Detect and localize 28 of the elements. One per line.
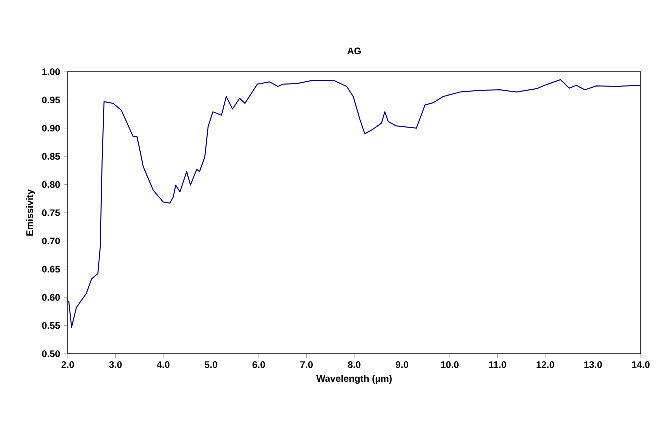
y-tick-label: 0.90 bbox=[42, 125, 60, 132]
x-tick-label: 12.0 bbox=[536, 362, 554, 368]
x-tick-label: 14.0 bbox=[632, 362, 650, 368]
y-tick-label: 0.85 bbox=[42, 153, 60, 160]
x-tick-label: 10.0 bbox=[441, 362, 459, 368]
x-tick-label: 9.0 bbox=[396, 362, 408, 368]
y-tick-label: 1.00 bbox=[42, 68, 60, 76]
y-tick-label: 0.70 bbox=[42, 238, 60, 245]
y-tick-label: 0.95 bbox=[42, 96, 60, 104]
y-tick-label: 0.50 bbox=[42, 350, 60, 358]
x-tick-label: 2.0 bbox=[62, 362, 74, 368]
x-tick-label: 11.0 bbox=[489, 362, 506, 368]
x-tick-label: 7.0 bbox=[300, 362, 313, 368]
x-tick-label: 3.0 bbox=[109, 362, 122, 368]
y-tick-label: 0.60 bbox=[42, 294, 60, 301]
x-tick-label: 4.0 bbox=[157, 362, 170, 368]
x-tick-label: 13.0 bbox=[584, 362, 602, 368]
line-series bbox=[68, 79, 641, 328]
y-tick-label: 0.55 bbox=[42, 322, 60, 330]
y-tick-label: 0.80 bbox=[42, 181, 60, 188]
x-tick-label: 8.0 bbox=[348, 362, 361, 368]
chart-title: AG bbox=[348, 48, 362, 54]
y-axis-title: Emissivity bbox=[26, 190, 36, 236]
y-tick-label: 0.65 bbox=[42, 266, 60, 273]
y-tick-label: 0.75 bbox=[42, 210, 60, 216]
x-axis-title: Wavelength (µm) bbox=[316, 375, 392, 384]
x-tick-label: 6.0 bbox=[252, 362, 266, 368]
x-tick-label: 5.0 bbox=[204, 362, 218, 368]
